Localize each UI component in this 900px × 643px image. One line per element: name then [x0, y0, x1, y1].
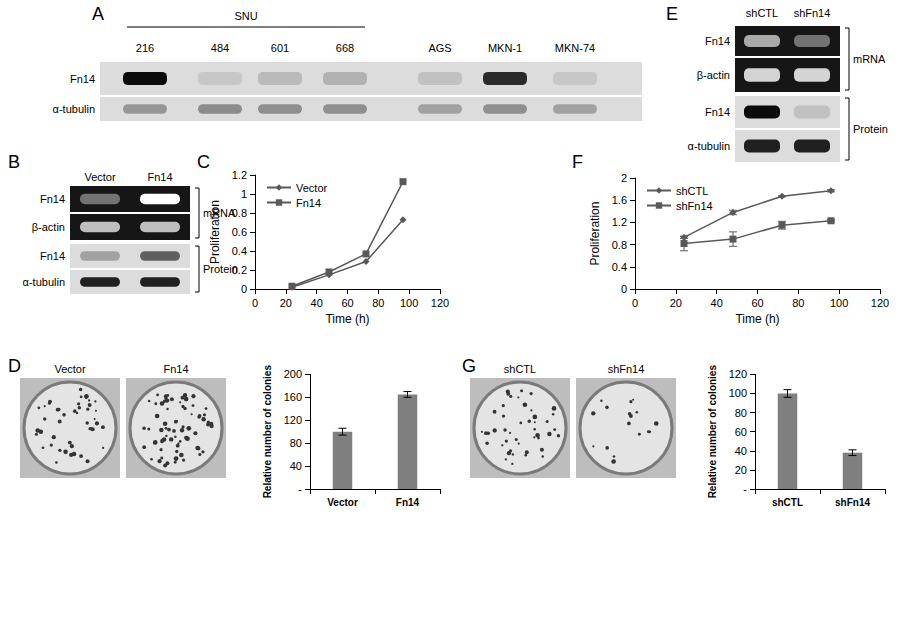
svg-text:Relative number of colonies: Relative number of colonies: [707, 365, 718, 499]
svg-text:0.6: 0.6: [232, 226, 247, 238]
svg-text:-: -: [298, 483, 302, 495]
svg-text:20: 20: [670, 297, 682, 309]
svg-text:shCTL: shCTL: [746, 7, 778, 19]
svg-text:100: 100: [729, 387, 747, 399]
svg-text:80: 80: [290, 437, 302, 449]
svg-text:MKN-1: MKN-1: [488, 42, 522, 54]
svg-text:0: 0: [252, 297, 258, 309]
svg-text:α-tubulin: α-tubulin: [688, 140, 730, 152]
svg-text:shFn14: shFn14: [835, 497, 870, 508]
svg-text:shCTL: shCTL: [676, 185, 708, 197]
svg-text:0: 0: [632, 297, 638, 309]
svg-text:β-actin: β-actin: [32, 221, 65, 233]
svg-text:Time (h): Time (h): [735, 312, 779, 326]
svg-text:120: 120: [284, 414, 302, 426]
svg-text:60: 60: [751, 297, 763, 309]
svg-text:1: 1: [241, 188, 247, 200]
svg-text:216: 216: [136, 42, 154, 54]
svg-text:0.8: 0.8: [232, 207, 247, 219]
svg-text:E: E: [666, 4, 678, 24]
svg-text:120: 120: [729, 368, 747, 380]
svg-text:Fn14: Fn14: [705, 106, 730, 118]
svg-text:Proliferation: Proliferation: [588, 202, 602, 266]
svg-text:Fn14: Fn14: [396, 497, 420, 508]
svg-text:C: C: [197, 152, 210, 172]
svg-text:40: 40: [711, 297, 723, 309]
svg-text:Fn14: Fn14: [705, 35, 730, 47]
svg-text:α-tubulin: α-tubulin: [23, 276, 65, 288]
svg-text:0: 0: [621, 283, 627, 295]
svg-text:40: 40: [311, 297, 323, 309]
svg-text:100: 100: [400, 297, 418, 309]
svg-text:20: 20: [735, 464, 747, 476]
svg-text:20: 20: [280, 297, 292, 309]
svg-text:Fn14: Fn14: [40, 193, 65, 205]
svg-text:MKN-74: MKN-74: [555, 42, 595, 54]
svg-text:mRNA: mRNA: [853, 53, 886, 65]
svg-text:shCTL: shCTL: [504, 363, 536, 375]
svg-text:SNU: SNU: [234, 10, 257, 22]
svg-text:80: 80: [735, 407, 747, 419]
svg-text:Vector: Vector: [54, 363, 86, 375]
svg-text:Fn14: Fn14: [163, 363, 188, 375]
svg-text:-: -: [743, 483, 747, 495]
svg-text:2: 2: [621, 172, 627, 184]
svg-text:shFn14: shFn14: [676, 200, 713, 212]
svg-text:100: 100: [830, 297, 848, 309]
svg-text:120: 120: [871, 297, 889, 309]
svg-text:Fn14: Fn14: [40, 250, 65, 262]
svg-text:60: 60: [341, 297, 353, 309]
svg-text:1.2: 1.2: [612, 216, 627, 228]
svg-text:Vector: Vector: [327, 497, 358, 508]
svg-text:1.2: 1.2: [232, 169, 247, 181]
svg-text:668: 668: [336, 42, 354, 54]
svg-text:Vector: Vector: [84, 171, 116, 183]
svg-text:shCTL: shCTL: [772, 497, 803, 508]
svg-text:40: 40: [735, 445, 747, 457]
svg-text:AGS: AGS: [428, 42, 451, 54]
svg-text:200: 200: [284, 368, 302, 380]
svg-text:G: G: [462, 356, 476, 376]
svg-text:601: 601: [271, 42, 289, 54]
svg-text:0.8: 0.8: [612, 239, 627, 251]
svg-text:0: 0: [241, 283, 247, 295]
svg-text:0.2: 0.2: [232, 264, 247, 276]
svg-text:shFn14: shFn14: [794, 7, 831, 19]
svg-text:160: 160: [284, 391, 302, 403]
svg-text:Proliferation: Proliferation: [208, 200, 222, 264]
svg-text:Protein: Protein: [853, 123, 888, 135]
svg-text:80: 80: [372, 297, 384, 309]
svg-text:Time (h): Time (h): [325, 312, 369, 326]
svg-text:80: 80: [792, 297, 804, 309]
svg-text:B: B: [8, 152, 20, 172]
svg-text:60: 60: [735, 426, 747, 438]
svg-text:0.4: 0.4: [612, 261, 627, 273]
svg-text:shFn14: shFn14: [608, 363, 645, 375]
svg-text:484: 484: [211, 42, 229, 54]
svg-text:Fn14: Fn14: [296, 197, 321, 209]
svg-text:β-actin: β-actin: [697, 69, 730, 81]
svg-text:F: F: [572, 152, 583, 172]
svg-text:A: A: [92, 4, 104, 24]
svg-text:Fn14: Fn14: [70, 73, 95, 85]
svg-text:120: 120: [431, 297, 449, 309]
svg-text:Relative number of colonies: Relative number of colonies: [262, 365, 273, 499]
svg-text:Fn14: Fn14: [147, 171, 172, 183]
svg-text:Vector: Vector: [296, 182, 328, 194]
svg-text:D: D: [8, 356, 21, 376]
svg-text:0.4: 0.4: [232, 245, 247, 257]
svg-text:1.6: 1.6: [612, 194, 627, 206]
svg-text:40: 40: [290, 460, 302, 472]
svg-text:α-tubulin: α-tubulin: [53, 103, 95, 115]
